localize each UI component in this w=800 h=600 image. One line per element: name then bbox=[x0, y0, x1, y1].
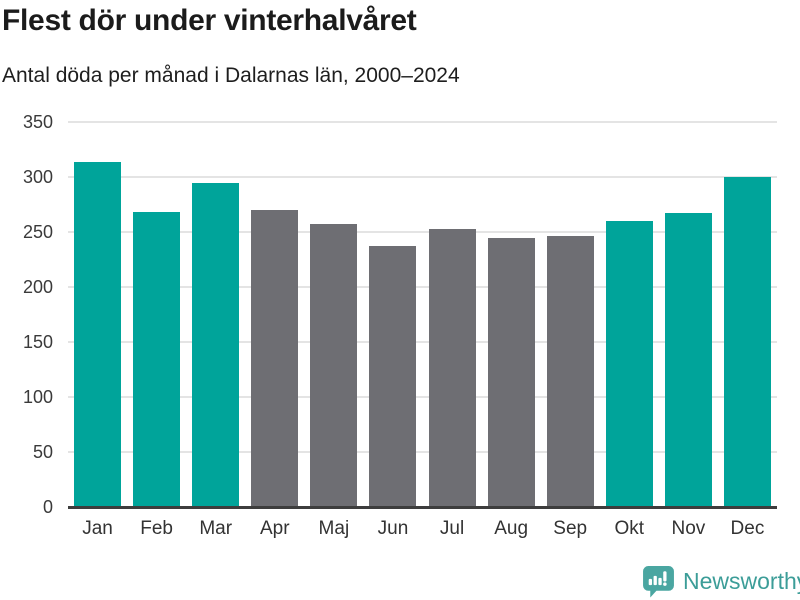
x-tick-label-jul: Jul bbox=[439, 518, 465, 539]
gridline-50 bbox=[68, 451, 777, 453]
y-tick-label-50: 50 bbox=[32, 442, 53, 462]
chart-subtitle: Antal döda per månad i Dalarnas län, 200… bbox=[2, 64, 460, 87]
bar-okt bbox=[605, 221, 653, 507]
plot-area bbox=[68, 121, 777, 509]
newsworthy-bubble-chart-icon bbox=[643, 566, 674, 598]
y-tick-label-0: 0 bbox=[42, 497, 53, 517]
y-tick-label-350: 350 bbox=[22, 112, 53, 132]
y-tick-label-100: 100 bbox=[22, 387, 53, 407]
bar-mar bbox=[192, 182, 240, 507]
gridline-150 bbox=[68, 341, 777, 343]
gridline-250 bbox=[68, 231, 777, 233]
bar-sep bbox=[546, 236, 594, 507]
gridline-300 bbox=[68, 176, 777, 178]
bar-dec bbox=[723, 177, 771, 507]
x-tick-label-okt: Okt bbox=[614, 518, 645, 539]
newsworthy-logo: Newsworthy bbox=[641, 564, 800, 599]
newsworthy-wordmark: Newsworthy bbox=[683, 568, 800, 594]
bar-jan bbox=[74, 161, 122, 507]
x-tick-label-aug: Aug bbox=[494, 518, 529, 539]
x-axis-labels: Jan Feb Mar Apr Maj Jun Jul Aug Sep Okt Nov Dec bbox=[68, 518, 777, 544]
y-tick-label-250: 250 bbox=[22, 222, 53, 242]
gridline-100 bbox=[68, 396, 777, 398]
bar-aug bbox=[487, 237, 535, 507]
x-tick-label-jan: Jan bbox=[82, 518, 113, 539]
y-axis: 0 50 100 150 200 250 300 350 bbox=[0, 112, 53, 517]
x-tick-label-maj: Maj bbox=[318, 518, 350, 539]
bar-apr bbox=[251, 210, 299, 507]
x-tick-label-apr: Apr bbox=[260, 518, 290, 539]
x-tick-label-mar: Mar bbox=[199, 518, 233, 539]
bar-maj bbox=[310, 224, 358, 507]
y-tick-label-150: 150 bbox=[22, 332, 53, 352]
bar-jun bbox=[369, 246, 417, 507]
gridline-350 bbox=[68, 121, 777, 123]
x-tick-label-nov: Nov bbox=[671, 518, 706, 539]
x-axis-line bbox=[68, 506, 777, 509]
bar-feb bbox=[133, 212, 181, 507]
x-tick-label-dec: Dec bbox=[730, 518, 765, 539]
chart-title: Flest dör under vinterhalvåret bbox=[2, 4, 417, 37]
y-tick-label-200: 200 bbox=[22, 277, 53, 297]
bar-nov bbox=[664, 213, 712, 507]
y-tick-label-300: 300 bbox=[22, 167, 53, 187]
x-tick-label-jun: Jun bbox=[377, 518, 409, 539]
gridline-200 bbox=[68, 286, 777, 288]
x-tick-label-feb: Feb bbox=[140, 518, 173, 539]
bar-jul bbox=[428, 228, 476, 507]
x-tick-label-sep: Sep bbox=[553, 518, 588, 539]
